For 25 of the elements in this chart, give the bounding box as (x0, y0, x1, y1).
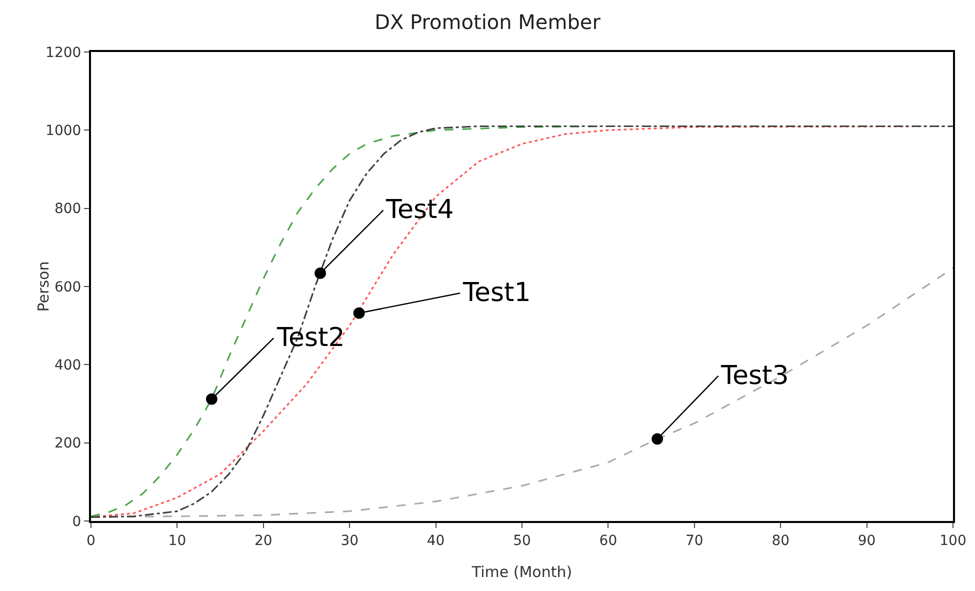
x-tick-label: 70 (685, 532, 704, 549)
y-tick-label: 600 (54, 279, 82, 296)
y-tick-label: 0 (72, 514, 82, 530)
y-tick-label: 1000 (46, 123, 82, 140)
y-axis-title: Person (34, 261, 52, 312)
x-tick-label: 10 (168, 532, 186, 549)
x-tick-label: 60 (599, 532, 618, 549)
x-tick-label: 80 (772, 532, 790, 549)
x-tick-label: 100 (940, 532, 966, 549)
x-tick-label: 30 (340, 532, 359, 549)
annotation: Test4 (385, 195, 454, 225)
y-tick-label: 200 (54, 436, 82, 452)
x-tick-label: 50 (513, 532, 531, 549)
chart-title: DX Promotion Member (374, 10, 602, 34)
y-tick-label: 400 (54, 358, 82, 374)
x-tick-label: 40 (426, 532, 445, 549)
y-tick-label: 1200 (46, 44, 82, 61)
annotation: Test3 (720, 361, 789, 391)
annotation: Test2 (276, 323, 345, 353)
annotation: Test1 (462, 278, 531, 308)
y-tick-label: 800 (54, 201, 82, 218)
x-tick-label: 90 (858, 532, 876, 549)
x-tick-label: 20 (254, 532, 272, 549)
x-tick-label: 0 (86, 532, 96, 549)
x-axis-title: Time (Month) (470, 563, 572, 581)
